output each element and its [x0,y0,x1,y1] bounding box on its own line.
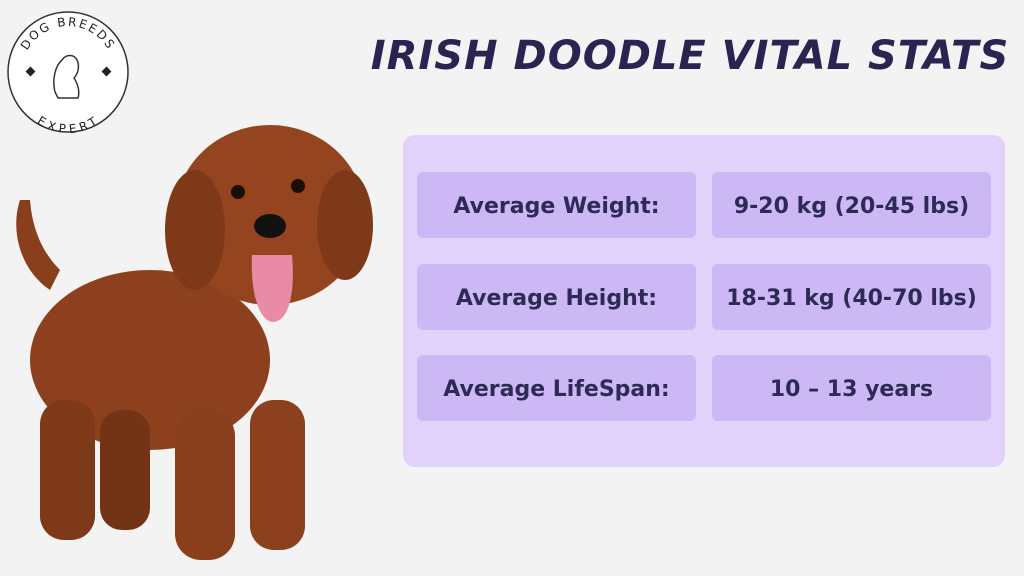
stat-value: 9-20 kg (20-45 lbs) [734,194,969,219]
logo-diamond [101,66,112,77]
dog-ear [165,170,225,290]
dog-nose [254,214,286,238]
dog-leg [175,410,235,560]
dog-body [30,270,270,450]
dog-leg [40,400,95,540]
label-cell [417,172,696,238]
logo-dog [53,54,80,99]
dog-leg [100,410,150,530]
label-cell [417,264,696,330]
dog-tongue [251,255,293,322]
value-cell [712,355,991,421]
dog-tail [16,200,60,290]
stat-label: Average Weight: [453,194,659,219]
dog-ear [317,170,373,280]
stat-label: Average LifeSpan: [443,377,669,402]
title: IRISH DOODLE VITAL STATS [371,33,1010,79]
logo-circle [7,11,129,133]
value-cell [712,172,991,238]
dog-leg [250,400,305,550]
stat-label: Average Height: [456,286,657,311]
dog-eye [291,179,305,193]
value-cell [712,264,991,330]
stat-value: 10 – 13 years [770,377,933,402]
stat-value: 18-31 kg (40-70 lbs) [726,286,977,311]
dog-illustration [16,125,373,560]
stats-table: Average Weight: 9-20 kg (20-45 lbs) Averag… [417,172,991,421]
dog-eye [231,185,245,199]
logo: DOG BREEDS EXPERT [7,11,129,136]
label-cell [417,355,696,421]
